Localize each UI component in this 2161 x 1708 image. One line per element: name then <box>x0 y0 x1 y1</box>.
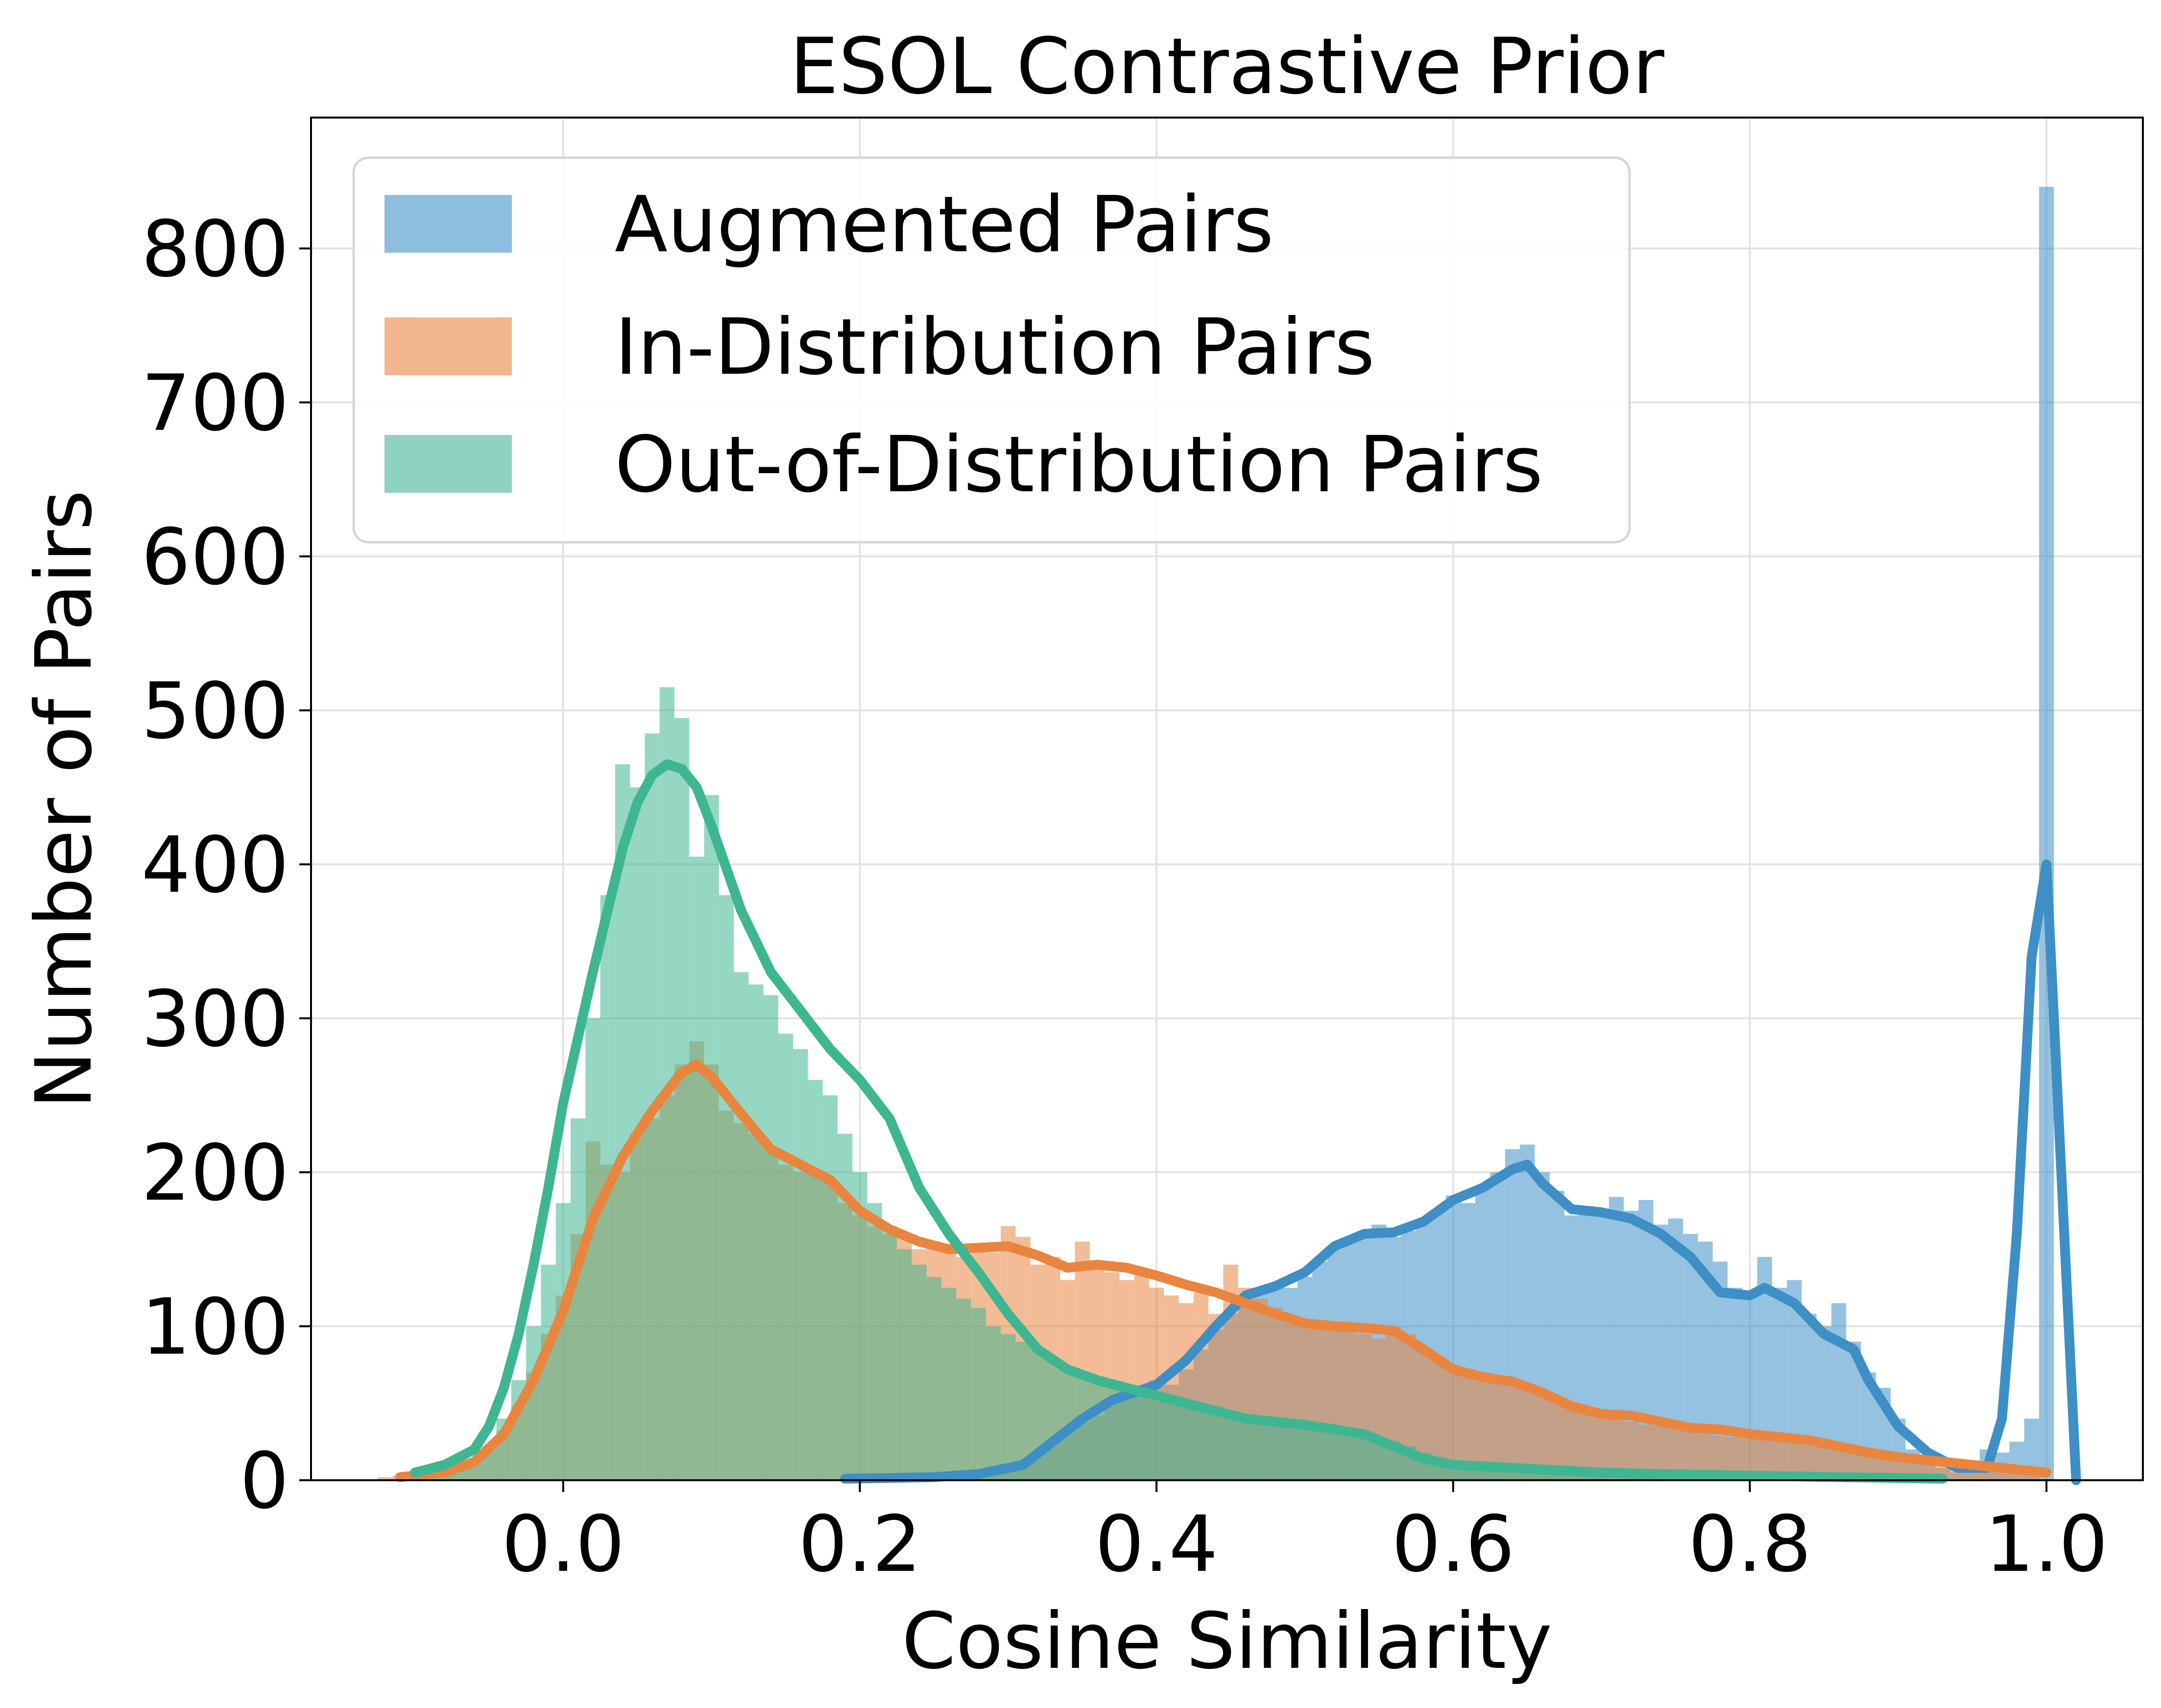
bar-series-2-bin-56 <box>1252 1419 1268 1480</box>
x-tick-label-0: 0.0 <box>502 1499 624 1589</box>
bar-series-2-bin-7 <box>526 1326 541 1480</box>
legend: Augmented Pairs In-Distribution Pairs Ou… <box>352 156 1631 544</box>
bar-series-2-bin-42 <box>1045 1360 1060 1480</box>
bar-series-2-bin-23 <box>763 995 778 1480</box>
bar-series-2-bin-10 <box>570 1118 586 1480</box>
bar-series-2-bin-18 <box>689 856 704 1480</box>
bar-series-2-bin-33 <box>912 1264 927 1480</box>
bar-series-2-bin-48 <box>1134 1391 1150 1480</box>
bar-series-2-bin-59 <box>1297 1426 1313 1480</box>
legend-label-in-distribution: In-Distribution Pairs <box>615 302 1375 392</box>
y-axis-ticks: 0 100 200 300 400 500 600 700 800 <box>141 204 311 1526</box>
legend-label-augmented: Augmented Pairs <box>615 180 1274 270</box>
legend-frame <box>352 156 1631 544</box>
x-tick-label-4: 0.8 <box>1688 1499 1811 1589</box>
y-tick-label-2: 200 <box>141 1128 289 1218</box>
y-tick-label-5: 500 <box>141 666 289 756</box>
bar-series-2-bin-17 <box>674 718 690 1480</box>
bar-series-2-bin-27 <box>822 1095 838 1480</box>
bar-series-0-bin-81 <box>2039 187 2054 1481</box>
bar-series-2-bin-45 <box>1089 1380 1105 1480</box>
bar-series-2-bin-63 <box>1356 1434 1372 1480</box>
y-axis-label: Number of Pairs <box>19 490 109 1109</box>
bar-series-2-bin-60 <box>1312 1428 1327 1480</box>
bar-series-2-bin-58 <box>1282 1424 1297 1480</box>
bars-series-2 <box>422 687 1950 1480</box>
y-tick-label-1: 100 <box>141 1282 289 1372</box>
y-tick-label-6: 600 <box>141 512 289 602</box>
y-tick-label-3: 300 <box>141 974 289 1064</box>
bar-series-2-bin-21 <box>734 972 749 1480</box>
bar-series-2-bin-20 <box>719 895 734 1480</box>
bar-series-2-bin-8 <box>541 1264 556 1480</box>
kde-line-series-2 <box>410 759 1948 1484</box>
legend-swatch-out-of-distribution <box>384 435 512 493</box>
bar-series-2-bin-19 <box>704 795 719 1480</box>
bar-series-2-bin-62 <box>1342 1431 1357 1480</box>
y-tick-label-7: 700 <box>141 359 289 449</box>
bar-series-2-bin-39 <box>1001 1334 1016 1480</box>
x-tick-label-5: 1.0 <box>1985 1499 2108 1589</box>
x-axis-label: Cosine Similarity <box>902 1596 1552 1686</box>
bar-series-2-bin-49 <box>1149 1394 1164 1480</box>
bar-series-2-bin-51 <box>1178 1400 1194 1480</box>
bar-series-2-bin-34 <box>926 1277 942 1480</box>
bar-series-2-bin-26 <box>808 1080 823 1480</box>
bar-series-2-bin-50 <box>1164 1397 1179 1480</box>
x-axis-ticks: 0.0 0.2 0.4 0.6 0.8 1.0 <box>502 1480 2108 1589</box>
y-tick-label-4: 400 <box>141 820 289 911</box>
bar-series-1-bin-0 <box>378 1477 393 1480</box>
kde-curves <box>395 759 2081 1485</box>
legend-swatch-augmented <box>384 195 512 253</box>
bar-series-2-bin-31 <box>882 1226 897 1480</box>
bar-series-2-bin-47 <box>1119 1388 1134 1480</box>
plot-area-frame <box>310 117 2144 1481</box>
x-tick-label-1: 0.2 <box>798 1499 921 1589</box>
bar-series-2-bin-35 <box>941 1288 957 1480</box>
bar-series-2-bin-37 <box>971 1307 986 1480</box>
kde-line-series-1 <box>395 1059 2052 1482</box>
bar-series-2-bin-36 <box>956 1299 971 1480</box>
y-tick-label-8: 800 <box>141 204 289 294</box>
chart-title: ESOL Contrastive Prior <box>790 22 1664 112</box>
x-tick-label-2: 0.4 <box>1095 1499 1218 1589</box>
bar-series-2-bin-24 <box>778 1034 793 1480</box>
bar-series-2-bin-54 <box>1223 1411 1238 1480</box>
bar-series-2-bin-25 <box>793 1049 808 1480</box>
bar-series-2-bin-29 <box>852 1172 867 1480</box>
bar-series-2-bin-52 <box>1193 1403 1209 1480</box>
bar-series-2-bin-30 <box>867 1203 882 1480</box>
bar-series-2-bin-22 <box>748 984 764 1480</box>
bar-series-2-bin-9 <box>555 1203 571 1480</box>
bar-series-2-bin-55 <box>1238 1415 1253 1480</box>
legend-label-out-of-distribution: Out-of-Distribution Pairs <box>615 420 1543 510</box>
y-tick-label-0: 0 <box>240 1436 289 1526</box>
bar-series-2-bin-61 <box>1327 1429 1342 1480</box>
x-tick-label-3: 0.6 <box>1392 1499 1514 1589</box>
legend-swatch-in-distribution <box>384 317 512 375</box>
bar-series-2-bin-57 <box>1268 1421 1283 1480</box>
bar-series-2-bin-53 <box>1208 1406 1224 1480</box>
bar-series-2-bin-32 <box>897 1249 912 1480</box>
bar-series-2-bin-38 <box>985 1326 1001 1480</box>
